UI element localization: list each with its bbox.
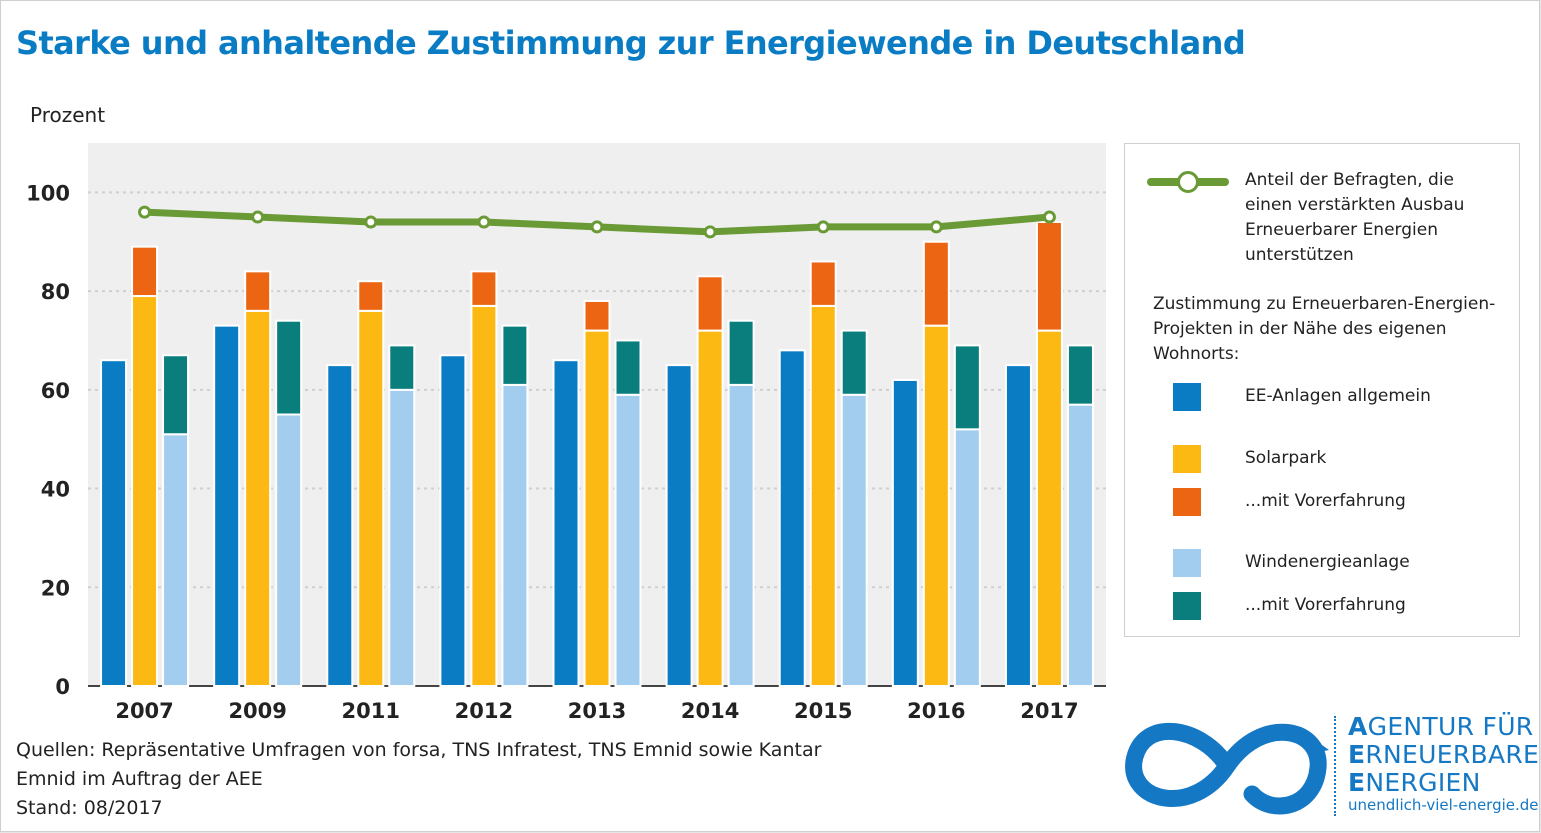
- support-line-point: [590, 220, 604, 234]
- bar-solar-vorerfahrung: [809, 260, 837, 307]
- support-line-point: [364, 215, 378, 229]
- legend-label-wind-vorerfahrung: ...mit Vorerfahrung: [1245, 595, 1406, 615]
- support-line-point: [138, 205, 152, 219]
- legend-swatch-windenergie: [1173, 549, 1201, 577]
- bar-solarpark: [696, 329, 724, 687]
- legend-swatch-ee-allgemein: [1173, 383, 1201, 411]
- legend-line-label: Anteil der Befragten, die einen verstärk…: [1245, 170, 1465, 265]
- x-tick-label: 2013: [568, 699, 626, 723]
- x-tick-label: 2016: [907, 699, 965, 723]
- legend-label-solar-vorerfahrung: ...mit Vorerfahrung: [1245, 491, 1406, 511]
- bar-windenergie: [614, 393, 642, 687]
- bar-solarpark: [244, 309, 272, 687]
- legend-label-solarpark: Solarpark: [1245, 448, 1327, 468]
- support-line-point: [703, 225, 717, 239]
- bar-solar-vorerfahrung: [583, 299, 611, 332]
- bar-solarpark: [131, 295, 159, 687]
- bar-windenergie: [840, 393, 868, 687]
- x-tick-label: 2011: [342, 699, 400, 723]
- sources-line-2: Emnid im Auftrag der AEE: [16, 768, 263, 790]
- aee-logo: AGENTUR FÜR ERNEUERBARE ENERGIEN unendli…: [1122, 706, 1539, 826]
- x-tick-label: 2017: [1020, 699, 1078, 723]
- logo-url: unendlich-viel-energie.de: [1348, 796, 1539, 814]
- legend-swatch-solarpark: [1173, 445, 1201, 473]
- legend-label-ee-allgemein: EE-Anlagen allgemein: [1245, 386, 1431, 406]
- bar-windenergie: [1066, 403, 1094, 687]
- y-tick-label: 100: [26, 181, 70, 205]
- bar-ee-allgemein: [778, 349, 806, 687]
- bar-wind-vorerfahrung: [388, 344, 416, 391]
- support-line-point: [477, 215, 491, 229]
- bar-solarpark: [809, 304, 837, 687]
- bar-ee-allgemein: [100, 359, 128, 687]
- x-tick-label: 2012: [455, 699, 513, 723]
- y-tick-label: 60: [41, 379, 70, 403]
- bar-wind-vorerfahrung: [501, 324, 529, 386]
- y-tick-label: 0: [55, 675, 70, 699]
- bar-solarpark: [357, 309, 385, 687]
- bar-wind-vorerfahrung: [275, 319, 303, 416]
- logo-text-line-1: AGENTUR FÜR: [1348, 712, 1534, 741]
- bar-ee-allgemein: [326, 364, 354, 687]
- bar-wind-vorerfahrung: [1066, 344, 1094, 406]
- support-line-point: [1042, 210, 1056, 224]
- bar-solarpark: [1035, 329, 1063, 687]
- x-tick-label: 2009: [228, 699, 286, 723]
- logo-separator: [1334, 716, 1336, 816]
- sources-date: Stand: 08/2017: [16, 797, 163, 819]
- x-tick-label: 2014: [681, 699, 739, 723]
- bar-solar-vorerfahrung: [470, 270, 498, 307]
- bar-ee-allgemein: [1004, 364, 1032, 687]
- support-line-point: [816, 220, 830, 234]
- bar-solarpark: [583, 329, 611, 687]
- bar-solar-vorerfahrung: [357, 280, 385, 312]
- x-tick-label: 2015: [794, 699, 852, 723]
- bar-wind-vorerfahrung: [727, 319, 755, 386]
- bar-windenergie: [275, 413, 303, 687]
- bar-solar-vorerfahrung: [696, 275, 724, 332]
- logo-text-line-3: ENERGIEN: [1348, 768, 1481, 797]
- support-line-point: [929, 220, 943, 234]
- bar-ee-allgemein: [552, 359, 580, 687]
- legend-group-heading: Zustimmung zu Erneuerbaren-Energien-Proj…: [1153, 294, 1496, 364]
- bar-windenergie: [162, 433, 190, 687]
- bar-ee-allgemein: [213, 324, 241, 687]
- legend-label-windenergie: Windenergieanlage: [1245, 552, 1410, 572]
- legend: Anteil der Befragten, die einen verstärk…: [1124, 143, 1520, 637]
- support-line-point: [251, 210, 265, 224]
- logo-text-line-2: ERNEUERBARE: [1348, 740, 1540, 769]
- bar-wind-vorerfahrung: [162, 354, 190, 436]
- bar-solarpark: [922, 324, 950, 687]
- y-tick-label: 80: [41, 280, 70, 304]
- legend-swatch-solar-vorerfahrung: [1173, 488, 1201, 516]
- bar-windenergie: [388, 388, 416, 687]
- y-tick-label: 40: [41, 478, 70, 502]
- sources-line-1: Quellen: Repräsentative Umfragen von for…: [16, 739, 822, 761]
- sources-note: Quellen: Repräsentative Umfragen von for…: [16, 736, 821, 823]
- legend-swatch-wind-vorerfahrung: [1173, 592, 1201, 620]
- bar-ee-allgemein: [665, 364, 693, 687]
- chart-title: Starke und anhaltende Zustimmung zur Ene…: [16, 24, 1246, 62]
- bar-solar-vorerfahrung: [131, 245, 159, 298]
- bar-ee-allgemein: [439, 354, 467, 687]
- bar-wind-vorerfahrung: [840, 329, 868, 396]
- bar-chart: 0 20 40 60 80 100 2007 2009 2011 2012 2013 2014 2015…: [26, 143, 1106, 723]
- bar-wind-vorerfahrung: [953, 344, 981, 431]
- y-axis-label: Prozent: [30, 103, 106, 127]
- x-tick-label: 2007: [115, 699, 173, 723]
- bar-solar-vorerfahrung: [922, 240, 950, 327]
- infinity-icon: [1125, 722, 1329, 815]
- bar-solar-vorerfahrung: [1035, 220, 1063, 332]
- bar-windenergie: [727, 383, 755, 687]
- bar-solar-vorerfahrung: [244, 270, 272, 312]
- bar-wind-vorerfahrung: [614, 339, 642, 396]
- y-tick-label: 20: [41, 576, 70, 600]
- bar-windenergie: [501, 383, 529, 687]
- bar-windenergie: [953, 428, 981, 687]
- bar-ee-allgemein: [891, 378, 919, 687]
- bar-solarpark: [470, 304, 498, 687]
- legend-line-marker: [1177, 171, 1199, 193]
